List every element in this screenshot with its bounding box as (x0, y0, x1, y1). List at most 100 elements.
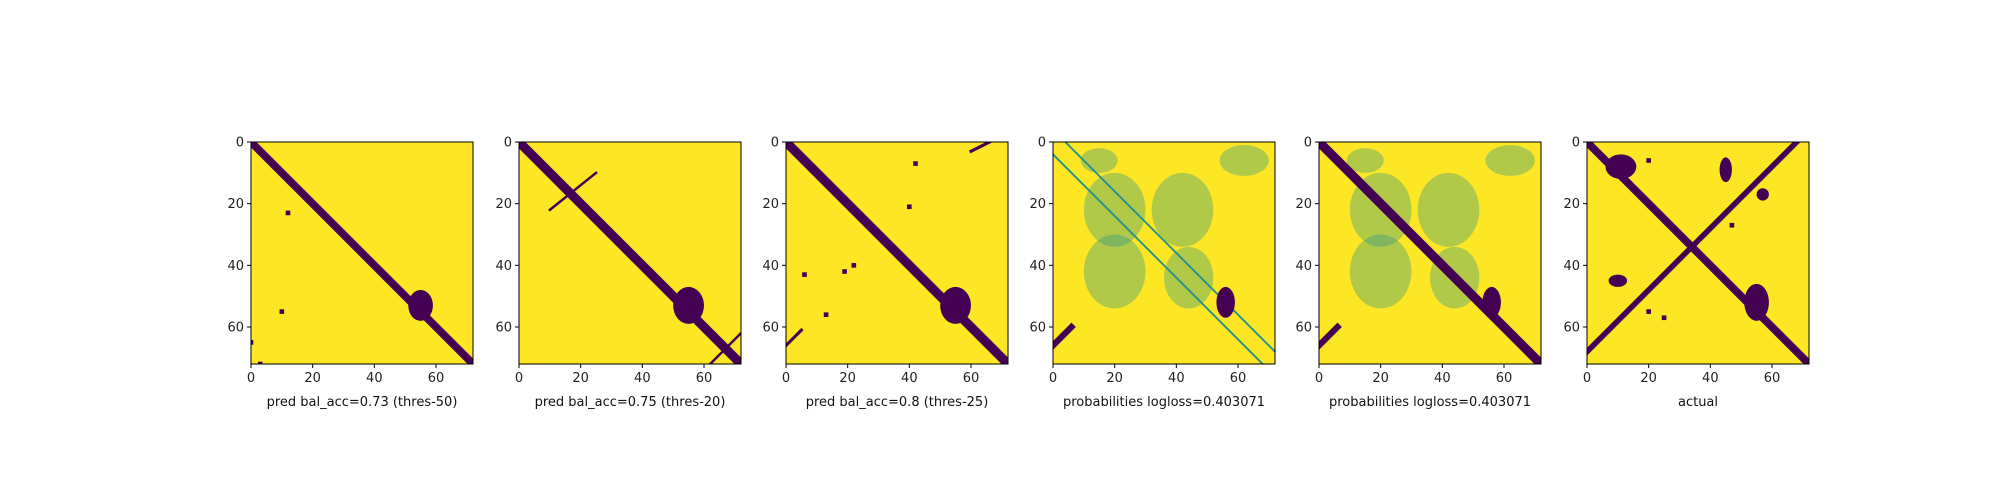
heatmap-band-6 (1319, 142, 1541, 364)
heatmap-dot-2-0 (913, 161, 918, 166)
heatmap-faint-region-4 (1346, 148, 1384, 173)
heatmap-panel-4: 0 20 40 60 0 20 40 60 probabilities logloss=0.40… (1029, 136, 1276, 410)
heatmap-panel-2: 0 20 40 60 0 20 40 60 pred bal_acc=0.75 (thres-2… (495, 136, 742, 410)
x-tick-label: 60 (1230, 371, 1247, 386)
y-tick-label: 0 (504, 136, 512, 151)
y-tick-label: 20 (762, 197, 779, 212)
x-tick-label: 40 (1168, 371, 1185, 386)
axes-frame (1586, 141, 1810, 365)
x-tick-label: 40 (1434, 371, 1451, 386)
y-tick-label: 40 (762, 259, 779, 274)
heatmap-faint-region-1 (1151, 172, 1214, 247)
heatmap-faint-region-2 (1349, 234, 1412, 309)
heatmap-band-0 (1587, 142, 1809, 364)
x-tick-label: 40 (634, 371, 651, 386)
heatmap-cells (786, 142, 1008, 364)
heatmap-faint-region-0 (1083, 172, 1146, 247)
heatmap-segment-3 (968, 142, 992, 154)
x-axis-label: probabilities logloss=0.403071 (1329, 395, 1531, 410)
y-tick-label: 0 (236, 136, 244, 151)
x-tick-label: 60 (1764, 371, 1781, 386)
heatmap-panel-6: 0 20 40 60 0 20 40 60 actual (1563, 136, 1810, 410)
heatmap-band-0 (519, 142, 741, 364)
heatmap-faint-region-5 (1485, 145, 1535, 176)
y-tick-label: 40 (1563, 259, 1580, 274)
heatmap-faint-region-2 (1083, 234, 1146, 309)
heatmap-blob-1 (673, 286, 704, 324)
y-tick-label: 60 (1295, 321, 1312, 336)
x-axis-label: pred bal_acc=0.73 (thres-50) (267, 395, 458, 410)
heatmap-cells (519, 142, 741, 364)
axes-frame (1052, 141, 1276, 365)
heatmap-dot-2-4 (851, 263, 857, 268)
heatmap-faint-region-4 (1080, 148, 1118, 173)
heatmap-cells (1587, 142, 1809, 364)
heatmap-dot-7-0 (1646, 158, 1651, 163)
heatmap-segment-9 (1053, 322, 1076, 350)
heatmap-dot-2-1 (279, 309, 285, 314)
heatmap-dot-2-3 (802, 272, 807, 277)
x-tick-label: 60 (696, 371, 713, 386)
heatmap-cells (251, 142, 473, 364)
heatmap-segment-8 (1319, 322, 1342, 350)
x-tick-label: 20 (572, 371, 589, 386)
heatmap-faint-region-5 (1219, 145, 1269, 176)
y-tick-label: 60 (1563, 321, 1580, 336)
y-tick-label: 20 (495, 197, 512, 212)
heatmap-band-1 (1587, 142, 1801, 356)
heatmap-dot-2-0 (285, 210, 291, 216)
heatmap-dot-2-5 (823, 312, 829, 317)
heatmap-cells (1319, 142, 1541, 364)
x-tick-label: 0 (515, 371, 523, 386)
y-tick-label: 60 (762, 321, 779, 336)
y-tick-label: 40 (1295, 259, 1312, 274)
x-tick-label: 20 (304, 371, 321, 386)
x-axis-label: actual (1678, 395, 1718, 410)
heatmap-dot-7-1 (1729, 222, 1735, 228)
y-tick-label: 20 (1563, 197, 1580, 212)
y-tick-label: 60 (1029, 321, 1046, 336)
heatmap-dot-7-3 (1661, 315, 1667, 321)
x-tick-label: 20 (839, 371, 856, 386)
y-tick-label: 0 (1572, 136, 1580, 151)
heatmap-segment-3 (708, 331, 741, 364)
heatmap-blob-1 (408, 290, 433, 321)
y-tick-label: 40 (1029, 259, 1046, 274)
x-axis-label: probabilities logloss=0.403071 (1063, 395, 1265, 410)
x-tick-label: 0 (1583, 371, 1591, 386)
x-tick-label: 0 (782, 371, 790, 386)
x-tick-label: 40 (901, 371, 918, 386)
axes-frame (518, 141, 742, 365)
y-tick-label: 40 (495, 259, 512, 274)
y-tick-label: 20 (227, 197, 244, 212)
heatmap-band-0 (786, 142, 1008, 364)
heatmap-dot-7-2 (1646, 309, 1651, 314)
heatmap-background (1053, 142, 1275, 364)
heatmap-dot-2-1 (907, 204, 912, 210)
y-tick-label: 40 (227, 259, 244, 274)
axes-frame (1318, 141, 1542, 365)
heatmap-faint-region-1 (1417, 172, 1480, 247)
x-tick-label: 0 (1315, 371, 1323, 386)
y-tick-label: 20 (1029, 197, 1046, 212)
y-tick-label: 60 (227, 321, 244, 336)
x-axis-label: pred bal_acc=0.8 (thres-25) (806, 395, 989, 410)
heatmap-panel-1: 0 20 40 60 0 20 40 60 pred bal_acc=0.73 (thres-5… (227, 136, 474, 410)
heatmap-faint-region-3 (1164, 246, 1214, 309)
heatmap-blob-6 (1756, 188, 1769, 201)
heatmap-panel-3: 0 20 40 60 0 20 40 60 pred bal_acc=0.8 (thres-25… (762, 136, 1009, 410)
heatmap-segment-4 (786, 327, 804, 348)
heatmap-dot-2-3 (251, 340, 254, 345)
heatmap-line-6 (1053, 153, 1264, 364)
heatmap-segment-2 (548, 171, 598, 212)
axes-frame (785, 141, 1009, 365)
x-tick-label: 20 (1106, 371, 1123, 386)
heatmap-line-7 (1064, 142, 1275, 353)
y-tick-label: 0 (1304, 136, 1312, 151)
x-tick-label: 40 (1702, 371, 1719, 386)
heatmap-blob-8 (1216, 286, 1235, 318)
y-tick-label: 20 (1295, 197, 1312, 212)
x-tick-label: 0 (247, 371, 255, 386)
x-tick-label: 0 (1049, 371, 1057, 386)
